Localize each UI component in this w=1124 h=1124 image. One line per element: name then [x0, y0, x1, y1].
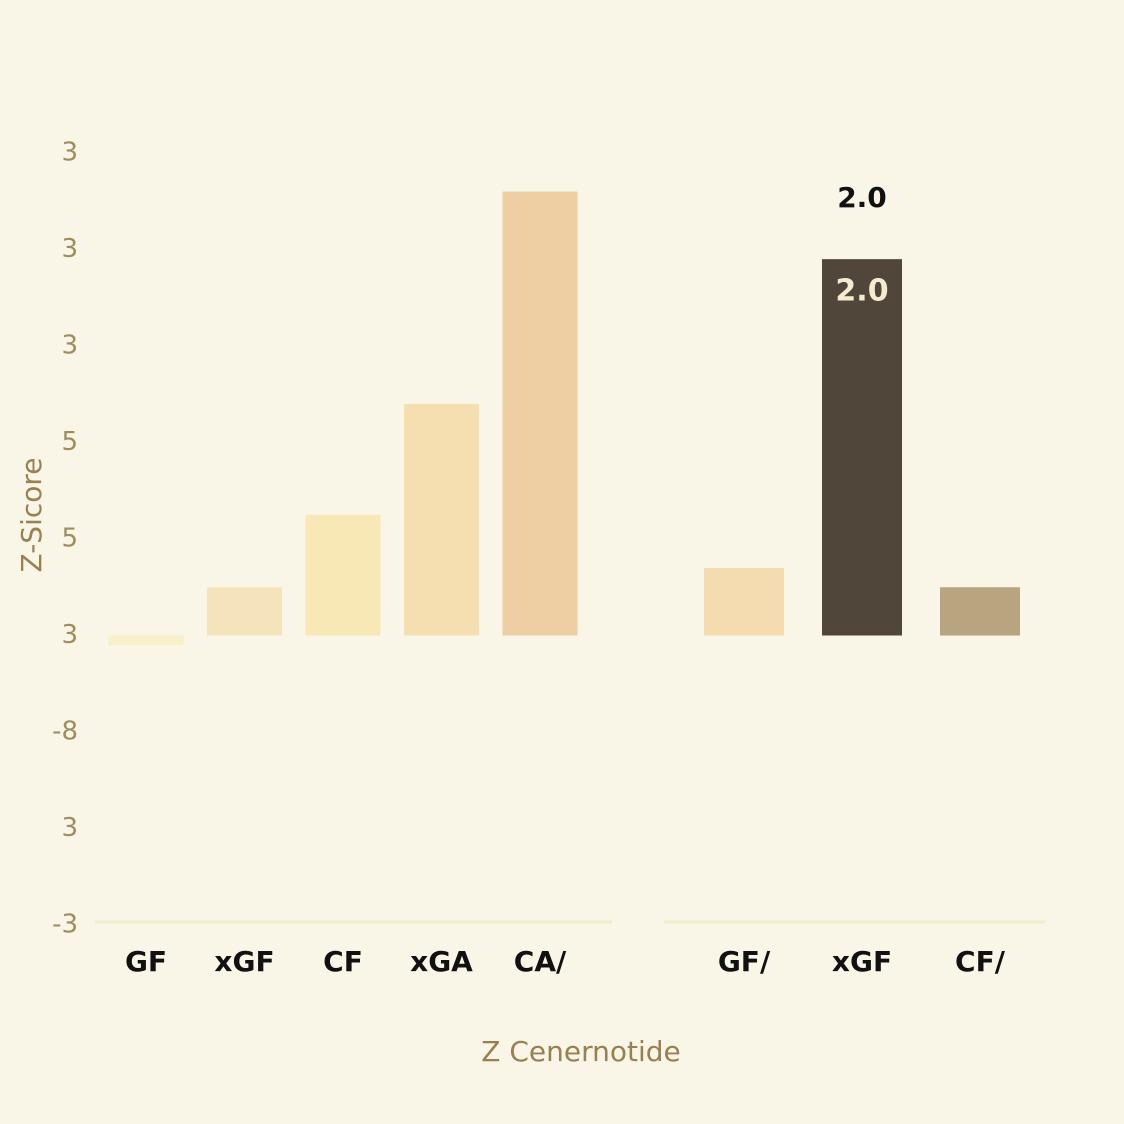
- x-tick-label: CA/: [514, 945, 567, 978]
- annotation: 2.0: [835, 274, 888, 309]
- y-tick-label: 3: [61, 234, 78, 264]
- y-tick-label: -3: [52, 910, 78, 940]
- bar: [940, 587, 1020, 636]
- y-tick-label: 3: [61, 331, 78, 361]
- x-tick-label: xGF: [832, 945, 892, 978]
- bar: [502, 191, 578, 636]
- bar: [207, 587, 282, 636]
- y-axis-label: Z-Sicore: [15, 458, 48, 573]
- bar: [404, 403, 479, 636]
- x-tick-label: CF/: [955, 945, 1006, 978]
- bar: [108, 635, 184, 646]
- y-tick-label: 3: [61, 138, 78, 168]
- bar: [822, 259, 902, 636]
- y-tick-label: 3: [61, 620, 78, 650]
- y-tick-label: 3: [61, 813, 78, 843]
- annotation: 2.0: [837, 181, 887, 214]
- y-tick-label: 5: [61, 524, 78, 554]
- bar: [704, 567, 784, 636]
- x-tick-label: GF/: [718, 945, 771, 978]
- x-tick-label: CF: [323, 945, 363, 978]
- x-tick-label: xGA: [410, 945, 473, 978]
- x-tick-label: GF: [125, 945, 167, 978]
- y-tick-label: -8: [52, 717, 78, 747]
- y-tick-label: 5: [61, 427, 78, 457]
- x-tick-label: xGF: [214, 945, 274, 978]
- x-axis-label: Z Cenernotide: [481, 1035, 681, 1068]
- bar: [305, 514, 381, 636]
